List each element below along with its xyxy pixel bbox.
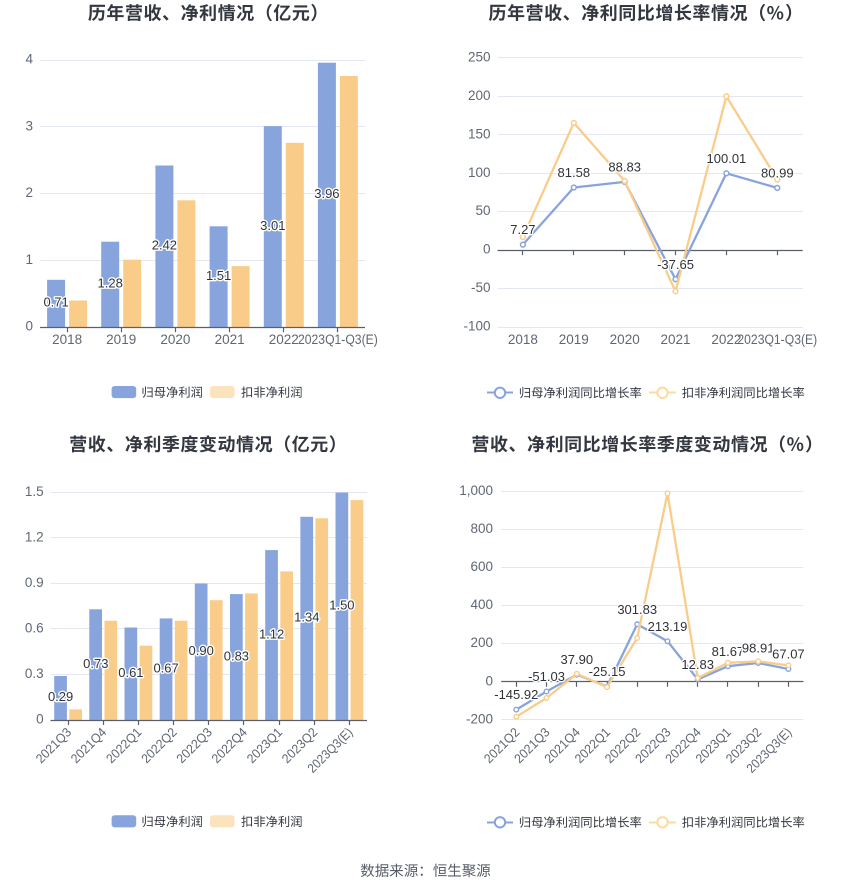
svg-text:0.61: 0.61 — [118, 665, 143, 680]
svg-text:2020: 2020 — [610, 332, 640, 347]
svg-text:1.34: 1.34 — [294, 610, 319, 625]
svg-text:2022Q1: 2022Q1 — [103, 725, 145, 767]
svg-text:0.71: 0.71 — [43, 295, 68, 310]
svg-text:800: 800 — [470, 521, 493, 536]
svg-text:2021Q4: 2021Q4 — [68, 725, 110, 767]
svg-text:200: 200 — [468, 88, 491, 103]
svg-text:2018: 2018 — [52, 332, 82, 347]
svg-text:81.67: 81.67 — [712, 644, 745, 659]
svg-text:0: 0 — [483, 242, 491, 257]
svg-text:0.83: 0.83 — [224, 648, 249, 663]
svg-text:2022: 2022 — [269, 332, 299, 347]
svg-text:0.73: 0.73 — [83, 656, 108, 671]
svg-text:1.2: 1.2 — [25, 530, 44, 545]
svg-text:81.58: 81.58 — [558, 165, 591, 180]
svg-text:37.90: 37.90 — [561, 652, 594, 667]
svg-text:2019: 2019 — [559, 332, 589, 347]
svg-text:2022: 2022 — [711, 332, 741, 347]
svg-text:100.01: 100.01 — [707, 151, 747, 166]
svg-text:3: 3 — [25, 118, 33, 133]
svg-text:50: 50 — [475, 203, 490, 218]
svg-text:98.91: 98.91 — [742, 641, 775, 656]
svg-text:-200: -200 — [466, 711, 493, 726]
svg-text:2019: 2019 — [106, 332, 136, 347]
svg-text:200: 200 — [470, 635, 493, 650]
svg-text:2021: 2021 — [660, 332, 690, 347]
svg-text:100: 100 — [468, 165, 491, 180]
svg-text:7.27: 7.27 — [510, 222, 535, 237]
svg-text:600: 600 — [470, 559, 493, 574]
svg-text:-145.92: -145.92 — [494, 687, 538, 702]
svg-text:1.28: 1.28 — [98, 276, 123, 291]
svg-text:88.83: 88.83 — [608, 160, 641, 175]
svg-text:1.12: 1.12 — [259, 626, 284, 641]
svg-text:3.96: 3.96 — [314, 186, 339, 201]
svg-text:2.42: 2.42 — [152, 238, 177, 253]
svg-text:2022Q2: 2022Q2 — [138, 725, 180, 767]
svg-text:0: 0 — [485, 673, 493, 688]
svg-text:2021Q3: 2021Q3 — [33, 725, 75, 767]
svg-text:1.51: 1.51 — [206, 268, 231, 283]
svg-text:67.07: 67.07 — [772, 647, 805, 662]
svg-text:2022Q4: 2022Q4 — [208, 725, 250, 767]
svg-text:3.01: 3.01 — [260, 218, 285, 233]
svg-text:80.99: 80.99 — [761, 166, 794, 181]
svg-text:0: 0 — [36, 712, 44, 727]
svg-text:213.19: 213.19 — [648, 619, 688, 634]
svg-text:-25.15: -25.15 — [589, 664, 626, 679]
svg-text:-37.65: -37.65 — [657, 257, 694, 272]
svg-text:12.83: 12.83 — [681, 657, 714, 672]
svg-text:2022Q3: 2022Q3 — [173, 725, 215, 767]
svg-text:-100: -100 — [463, 319, 490, 334]
svg-text:1,000: 1,000 — [459, 483, 493, 498]
svg-text:1.5: 1.5 — [25, 484, 44, 499]
svg-text:0.67: 0.67 — [153, 660, 178, 675]
svg-text:2023Q1-Q3(E): 2023Q1-Q3(E) — [298, 332, 378, 347]
svg-text:0.6: 0.6 — [25, 621, 44, 636]
svg-text:250: 250 — [468, 49, 491, 64]
svg-text:0.90: 0.90 — [189, 643, 214, 658]
svg-text:2023Q1-Q3(E): 2023Q1-Q3(E) — [737, 332, 817, 347]
svg-text:2023Q1: 2023Q1 — [244, 725, 286, 767]
svg-text:-51.03: -51.03 — [528, 669, 565, 684]
svg-text:150: 150 — [468, 126, 491, 141]
svg-text:400: 400 — [470, 597, 493, 612]
svg-text:2018: 2018 — [508, 332, 538, 347]
svg-text:1: 1 — [25, 252, 33, 267]
svg-text:0.3: 0.3 — [25, 666, 44, 681]
svg-text:0: 0 — [25, 319, 33, 334]
svg-text:0.9: 0.9 — [25, 575, 44, 590]
svg-text:301.83: 301.83 — [617, 602, 657, 617]
svg-text:2: 2 — [25, 185, 33, 200]
svg-text:0.29: 0.29 — [48, 689, 73, 704]
svg-text:2021: 2021 — [215, 332, 245, 347]
svg-text:-50: -50 — [471, 280, 491, 295]
svg-text:1.50: 1.50 — [329, 597, 354, 612]
svg-text:4: 4 — [25, 52, 33, 67]
svg-text:2020: 2020 — [160, 332, 190, 347]
